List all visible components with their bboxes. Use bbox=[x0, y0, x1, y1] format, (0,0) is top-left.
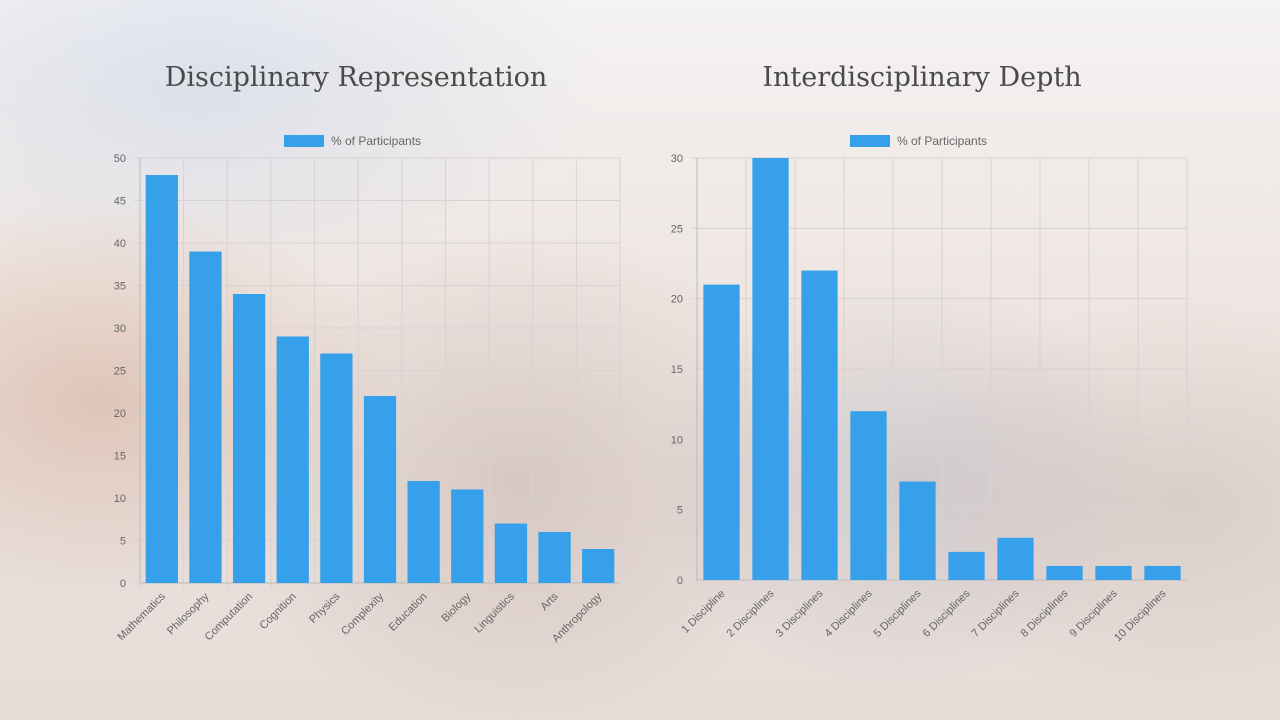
x-tick-label: 2 Disciplines bbox=[724, 587, 776, 639]
x-tick-label: 5 Disciplines bbox=[871, 587, 923, 639]
bar-2-disciplines bbox=[752, 158, 789, 580]
y-tick-label: 15 bbox=[114, 451, 126, 463]
x-tick-label: 3 Disciplines bbox=[773, 587, 825, 639]
bar-mathematics bbox=[145, 175, 178, 583]
x-tick-label: Philosophy bbox=[165, 590, 212, 637]
bar-9-disciplines bbox=[1095, 565, 1132, 580]
bar-computation bbox=[232, 294, 266, 583]
x-tick-label: Mathematics bbox=[115, 590, 168, 643]
x-tick-label: 10 Disciplines bbox=[1112, 587, 1169, 644]
x-tick-label: Education bbox=[387, 591, 430, 634]
x-tick-label: 7 Disciplines bbox=[969, 587, 1021, 639]
legend-swatch bbox=[850, 135, 890, 147]
bar-arts bbox=[538, 532, 571, 583]
x-tick-label: Arts bbox=[538, 590, 561, 613]
x-tick-label: Physics bbox=[307, 590, 343, 626]
legend-label: % of Participants bbox=[897, 134, 987, 148]
y-tick-label: 5 bbox=[120, 536, 126, 548]
y-tick-label: 25 bbox=[114, 366, 126, 378]
y-tick-label: 45 bbox=[114, 196, 126, 208]
y-tick-label: 5 bbox=[677, 505, 683, 517]
x-tick-label: 1 Discipline bbox=[679, 588, 727, 636]
bar-linguistics bbox=[494, 523, 528, 583]
x-tick-label: Cognition bbox=[257, 591, 298, 632]
y-tick-label: 35 bbox=[114, 281, 126, 293]
bar-10-disciplines bbox=[1144, 565, 1181, 580]
y-tick-label: 10 bbox=[671, 434, 683, 446]
x-tick-label: 9 Disciplines bbox=[1067, 587, 1120, 639]
y-tick-label: 25 bbox=[671, 223, 683, 235]
bar-complexity bbox=[363, 396, 397, 583]
bar-physics bbox=[320, 353, 353, 583]
bar-5-disciplines bbox=[899, 481, 936, 580]
y-tick-label: 40 bbox=[114, 238, 126, 250]
bar-8-disciplines bbox=[1046, 565, 1083, 580]
x-tick-label: 6 Disciplines bbox=[920, 587, 972, 639]
bar-education bbox=[407, 481, 440, 583]
x-tick-label: Linguistics bbox=[472, 590, 517, 635]
y-tick-label: 20 bbox=[114, 408, 126, 420]
bar-4-disciplines bbox=[850, 411, 887, 580]
bar-cognition bbox=[276, 336, 309, 583]
y-tick-label: 30 bbox=[671, 153, 683, 165]
bar-3-disciplines bbox=[801, 270, 838, 580]
y-tick-label: 15 bbox=[671, 364, 683, 376]
legend-swatch bbox=[284, 135, 324, 147]
bar-biology bbox=[451, 489, 484, 583]
x-tick-label: 4 Disciplines bbox=[822, 587, 874, 639]
x-tick-label: Biology bbox=[439, 590, 473, 624]
x-tick-label: 8 Disciplines bbox=[1018, 587, 1071, 639]
bar-6-disciplines bbox=[948, 551, 985, 580]
y-tick-label: 50 bbox=[114, 153, 126, 165]
chart-title-depth: Interdisciplinary Depth bbox=[762, 62, 1082, 93]
y-tick-label: 10 bbox=[114, 493, 126, 505]
chart-title-disciplinary: Disciplinary Representation bbox=[164, 62, 548, 93]
y-tick-label: 30 bbox=[114, 323, 126, 335]
legend-label: % of Participants bbox=[331, 134, 421, 148]
bar-7-disciplines bbox=[997, 537, 1034, 580]
y-tick-label: 0 bbox=[120, 578, 126, 590]
y-tick-label: 0 bbox=[677, 575, 683, 587]
bar-1-discipline bbox=[703, 284, 740, 580]
bar-philosophy bbox=[189, 251, 222, 583]
x-tick-label: Complexity bbox=[339, 590, 386, 637]
y-tick-label: 20 bbox=[671, 294, 683, 306]
bar-anthropology bbox=[582, 549, 615, 583]
